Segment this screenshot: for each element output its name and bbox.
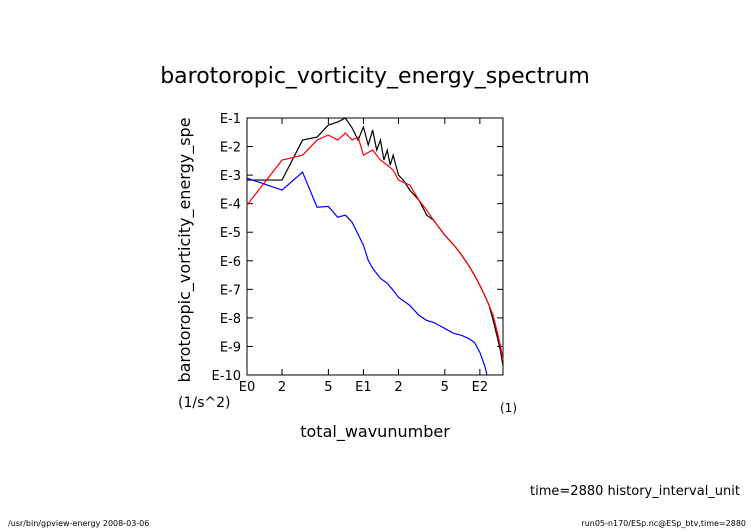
y-tick-label: E-7 (220, 283, 241, 298)
y-tick-label: E-6 (220, 255, 241, 270)
y-tick-label: E-3 (220, 169, 241, 184)
y-axis-label: barotoropic_vorticity_energy_spe (175, 117, 195, 382)
y-tick-label: E-9 (220, 340, 241, 355)
x-tick-label: E0 (239, 380, 256, 395)
plot-frame (246, 117, 504, 376)
y-tick-label: E-5 (220, 226, 241, 241)
series-line (246, 171, 488, 376)
series-line (246, 132, 504, 361)
x-axis-label: total_wavunumber (300, 422, 450, 442)
chart-title: barotoropic_vorticity_energy_spectrum (160, 64, 590, 89)
x-tick-label: E2 (472, 380, 489, 395)
y-tick-label: E-1 (220, 112, 241, 127)
y-axis-unit: (1/s^2) (178, 395, 230, 411)
x-tick-label: 5 (441, 380, 449, 395)
x-axis-unit: (1) (500, 401, 517, 415)
x-tick-label: 2 (394, 380, 402, 395)
footer-right: run05-n170/ESp.nc@ESp_btv,time=2880 (581, 519, 746, 528)
footer-left: /usr/bin/gpview-energy 2008-03-06 (8, 519, 149, 528)
x-tick-label: E1 (355, 380, 372, 395)
y-tick-label: E-2 (220, 141, 241, 156)
x-tick-label: 5 (324, 380, 332, 395)
annotation: time=2880 history_interval_unit (530, 484, 740, 499)
y-tick-label: E-8 (220, 312, 241, 327)
y-tick-label: E-10 (212, 369, 241, 384)
series-line (247, 117, 504, 366)
y-tick-label: E-4 (220, 198, 241, 213)
x-tick-label: 2 (278, 380, 286, 395)
